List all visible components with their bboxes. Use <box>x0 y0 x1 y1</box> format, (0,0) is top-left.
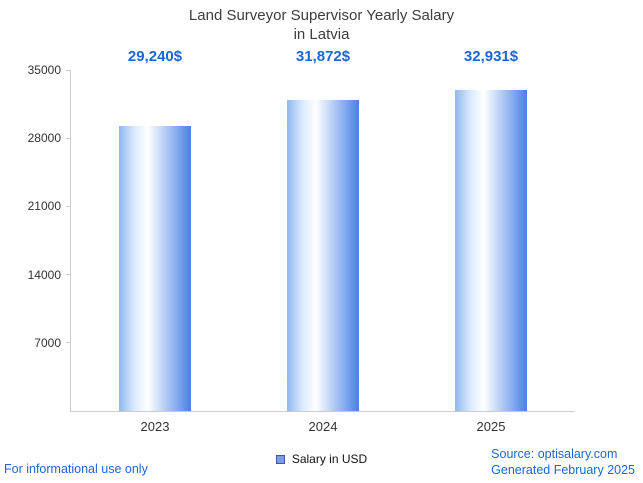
xtick-label-2023: 2023 <box>140 419 170 434</box>
bar-2024 <box>287 100 359 411</box>
ytick-label-14000: 14000 <box>27 267 61 282</box>
legend-square-icon <box>275 454 285 464</box>
ytick-mark <box>66 137 71 139</box>
ytick-mark <box>66 342 71 344</box>
xtick-label-2024: 2024 <box>308 419 338 434</box>
ytick-label-21000: 21000 <box>27 199 61 214</box>
source-block: Source: optisalary.com Generated Februar… <box>491 446 635 478</box>
ytick-label-35000: 35000 <box>27 63 61 77</box>
bar-2025 <box>455 90 527 411</box>
value-label-2025: 32,931$ <box>463 48 519 65</box>
chart-title: Land Surveyor Supervisor Yearly Salary i… <box>0 6 643 44</box>
chart-title-line1: Land Surveyor Supervisor Yearly Salary <box>188 7 455 24</box>
ytick-label-28000: 28000 <box>27 131 61 146</box>
legend-label: Salary in USD <box>291 452 368 466</box>
value-label-2023: 29,240$ <box>127 48 183 65</box>
source-link[interactable]: Source: optisalary.com <box>491 447 618 461</box>
ytick-mark <box>66 69 71 71</box>
value-label-2024: 31,872$ <box>295 48 351 65</box>
ytick-label-7000: 7000 <box>34 335 61 350</box>
ytick-mark <box>66 274 71 276</box>
generated-date: Generated February 2025 <box>491 463 635 477</box>
ytick-mark <box>66 205 71 207</box>
plot-area: 7000 14000 21000 28000 35000 29,240$ 2023 31,87… <box>28 48 575 434</box>
xtick-label-2025: 2025 <box>476 419 506 434</box>
disclaimer-text: For informational use only <box>4 462 148 476</box>
chart-title-line2: in Latvia <box>293 26 350 43</box>
bar-2023 <box>119 126 191 411</box>
legend: Salary in USD <box>0 452 643 466</box>
